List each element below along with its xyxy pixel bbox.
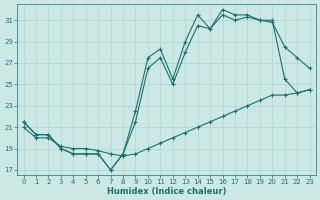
X-axis label: Humidex (Indice chaleur): Humidex (Indice chaleur)	[107, 187, 226, 196]
